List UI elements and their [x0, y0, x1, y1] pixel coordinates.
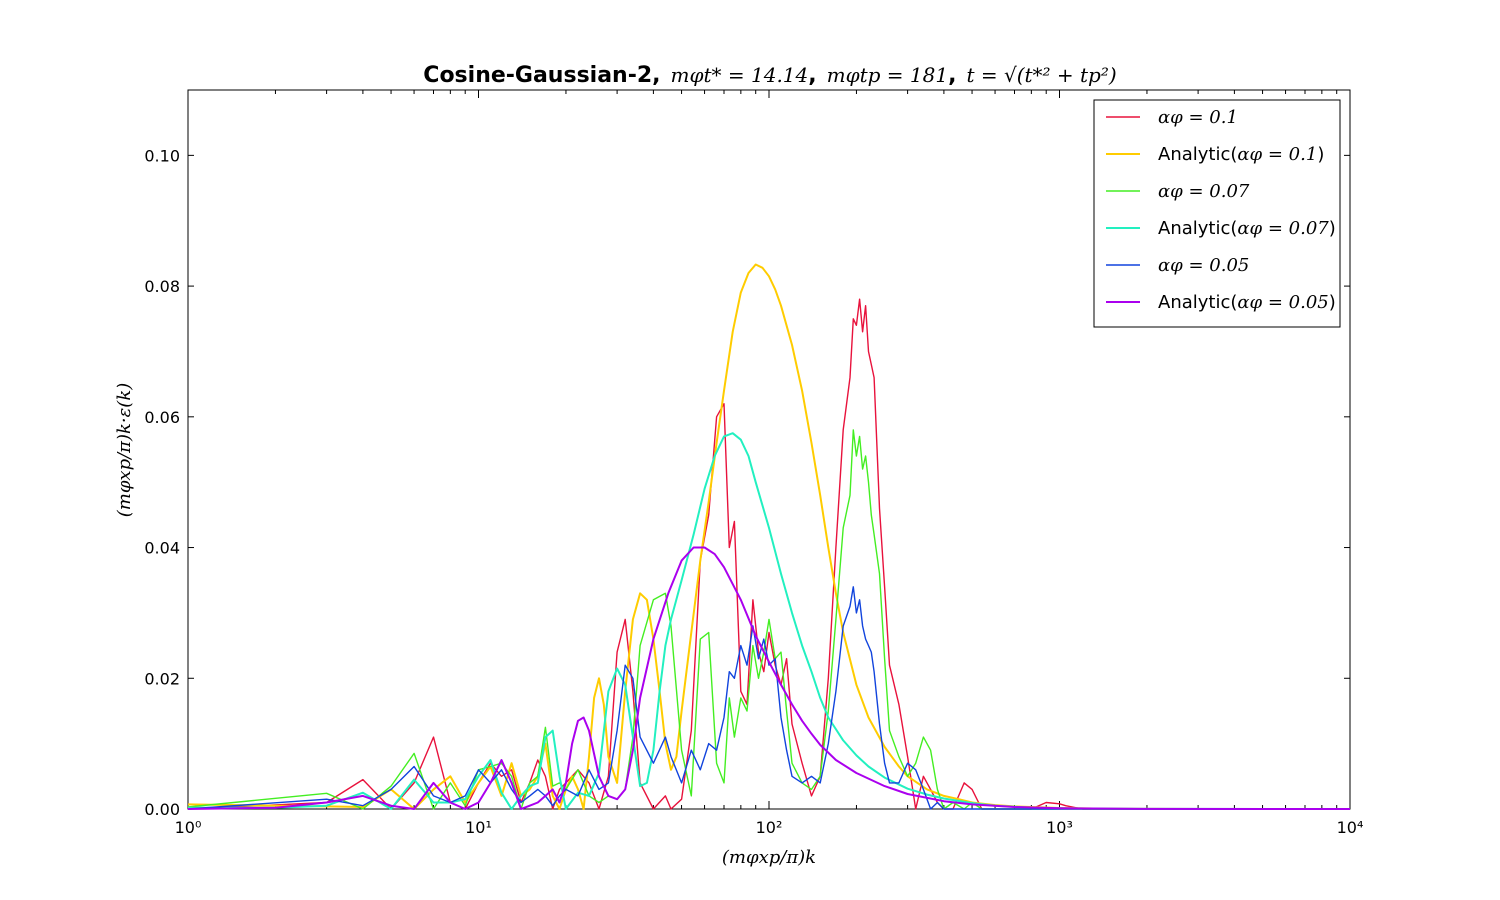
x-tick-label: 10³: [1046, 818, 1073, 837]
legend-label-2: Analytic(αφ = 0.1): [1158, 144, 1324, 165]
legend-box: [1093, 99, 1341, 328]
y-axis-label: (mφxp/π)k·ε(k): [114, 383, 135, 518]
legend-label-5: αφ = 0.05: [1158, 255, 1249, 276]
chart-title: Cosine-Gaussian-2, mφt* = 14.14, mφtp = …: [423, 63, 1116, 88]
axes: 0.00 0.02 0.04 0.06 0.08 0.10 10⁰ 10¹ 10² 10³ 10⁴: [144, 90, 1363, 837]
legend: αφ = 0.1 Analytic(αφ = 0.1) αφ = 0.07 Analy…: [1093, 99, 1341, 328]
series-line-1: [187, 298, 1350, 810]
y-tick-label: 0.10: [144, 146, 180, 165]
chart-title-math2: mφtp = 181: [827, 63, 948, 87]
y-tick-label: 0.06: [144, 408, 180, 427]
chart-title-math3: t = √(t*² + tp²): [966, 63, 1116, 87]
y-tick-label: 0.04: [144, 539, 180, 558]
legend-label-1: αφ = 0.1: [1158, 107, 1238, 128]
chart-title-math1: mφt* = 14.14: [671, 63, 809, 87]
y-tick-label: 0.00: [144, 800, 180, 819]
series-line-5: [187, 586, 1350, 810]
x-tick-label: 10⁰: [175, 818, 202, 837]
x-axis-label: (mφxp/π)k: [722, 847, 816, 868]
x-tick-label: 10⁴: [1337, 818, 1364, 837]
chart-title-text: Cosine-Gaussian-2,: [423, 63, 660, 88]
series-line-6: [187, 546, 1351, 810]
legend-label-6: Analytic(αφ = 0.05): [1158, 292, 1336, 313]
chart-title-sep2: ,: [948, 63, 956, 88]
series-line-2: [187, 263, 1350, 810]
x-tick-label: 10²: [756, 818, 783, 837]
legend-label-3: αφ = 0.07: [1158, 181, 1250, 202]
y-tick-label: 0.02: [144, 669, 180, 688]
x-tick-label: 10¹: [465, 818, 492, 837]
series-layer: [187, 263, 1351, 810]
legend-label-4: Analytic(αφ = 0.07): [1158, 218, 1336, 239]
y-tick-label: 0.08: [144, 277, 180, 296]
chart-title-sep1: ,: [808, 63, 816, 88]
series-line-3: [187, 429, 1350, 810]
